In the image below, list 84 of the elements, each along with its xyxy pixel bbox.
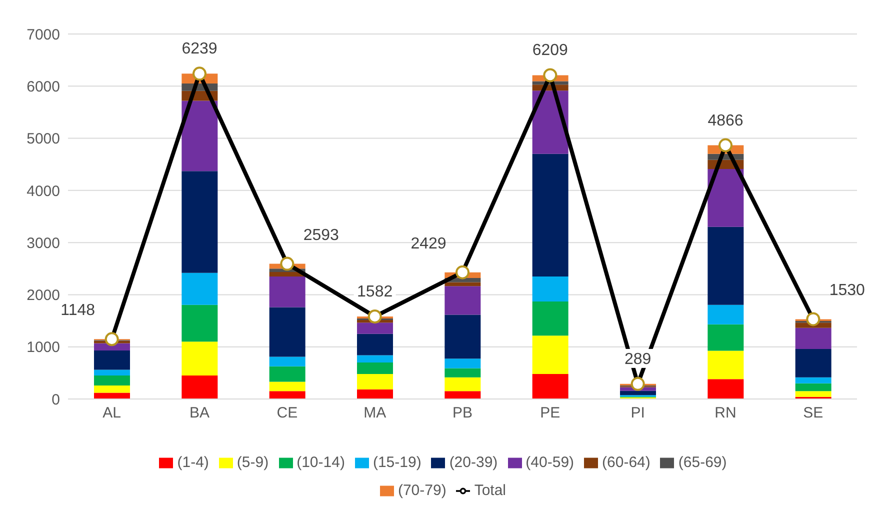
legend-label: (20-39) bbox=[449, 454, 498, 471]
y-tick-label: 3000 bbox=[26, 234, 60, 252]
bar bbox=[444, 377, 481, 392]
legend-label: (60-64) bbox=[602, 454, 650, 471]
bar bbox=[357, 355, 393, 362]
x-tick-label: CE bbox=[276, 404, 298, 422]
data-label: 1582 bbox=[357, 284, 393, 301]
x-tick-label: PB bbox=[452, 404, 473, 422]
y-tick-label: 4000 bbox=[26, 182, 60, 200]
y-tick-label: 6000 bbox=[26, 78, 60, 96]
bar bbox=[620, 390, 656, 396]
bar bbox=[182, 304, 218, 342]
bar bbox=[708, 379, 744, 399]
data-label: 289 bbox=[624, 350, 652, 368]
bar bbox=[269, 276, 306, 308]
bar bbox=[94, 376, 130, 386]
legend-label: (65-69) bbox=[678, 454, 727, 471]
bar bbox=[532, 336, 568, 374]
y-tick-label: 0 bbox=[52, 391, 60, 408]
x-tick-label: BA bbox=[189, 404, 210, 422]
y-tick-label: 2000 bbox=[26, 287, 60, 304]
bar bbox=[357, 362, 393, 374]
bar bbox=[444, 368, 481, 378]
data-label: 6209 bbox=[532, 42, 568, 60]
bar bbox=[708, 226, 744, 305]
legend-label: (1-4) bbox=[177, 454, 209, 471]
bar bbox=[94, 350, 130, 370]
y-tick-label: 7000 bbox=[26, 26, 60, 44]
bar bbox=[795, 391, 832, 397]
bar bbox=[182, 342, 218, 376]
bar bbox=[182, 376, 218, 399]
legend-label: (70-79) bbox=[398, 482, 446, 499]
bar bbox=[532, 374, 568, 399]
bar bbox=[94, 370, 130, 376]
bar bbox=[444, 286, 481, 315]
bar bbox=[708, 304, 744, 324]
bar bbox=[357, 334, 393, 356]
x-tick-label: AL bbox=[102, 404, 122, 422]
bar bbox=[708, 324, 744, 351]
bar bbox=[795, 348, 832, 378]
data-label: 2429 bbox=[410, 235, 446, 252]
bar bbox=[94, 343, 130, 351]
bar bbox=[444, 314, 481, 359]
data-label: 1530 bbox=[829, 282, 866, 300]
legend-label: (5-9) bbox=[236, 454, 269, 471]
bar bbox=[94, 385, 130, 393]
bar bbox=[182, 171, 218, 273]
bar bbox=[708, 350, 744, 380]
data-label: 1148 bbox=[60, 302, 96, 320]
bar bbox=[269, 382, 306, 392]
bar bbox=[269, 307, 306, 357]
bar bbox=[795, 383, 832, 392]
bar bbox=[94, 392, 130, 399]
bar bbox=[444, 391, 481, 399]
x-tick-label: PE bbox=[540, 404, 560, 422]
data-label: 2593 bbox=[303, 226, 340, 244]
bar bbox=[357, 374, 393, 390]
bar bbox=[795, 328, 832, 349]
bar bbox=[269, 366, 306, 382]
y-tick-label: 5000 bbox=[26, 130, 60, 148]
legend-label: (15-19) bbox=[372, 454, 422, 471]
bar bbox=[182, 272, 218, 305]
bar bbox=[357, 322, 393, 334]
bar bbox=[795, 377, 832, 384]
legend-label: Total bbox=[474, 482, 506, 499]
legend-label: (10-14) bbox=[296, 454, 345, 471]
bar bbox=[269, 356, 306, 366]
x-tick-label: RN bbox=[714, 404, 736, 422]
bar bbox=[444, 358, 481, 368]
bar bbox=[269, 391, 306, 399]
bar bbox=[708, 169, 744, 227]
bar bbox=[357, 389, 393, 399]
x-tick-label: SE bbox=[803, 404, 824, 422]
bar bbox=[532, 154, 568, 276]
data-label: 4866 bbox=[708, 112, 744, 130]
bar bbox=[444, 282, 481, 286]
bar bbox=[532, 276, 568, 302]
x-tick-label: MA bbox=[364, 404, 386, 422]
legend-label: (40-59) bbox=[526, 454, 574, 471]
bar bbox=[532, 301, 568, 336]
bar bbox=[182, 100, 218, 172]
y-tick-label: 1000 bbox=[26, 339, 60, 356]
x-tick-label: PI bbox=[630, 404, 645, 422]
data-label: 6239 bbox=[182, 40, 218, 58]
